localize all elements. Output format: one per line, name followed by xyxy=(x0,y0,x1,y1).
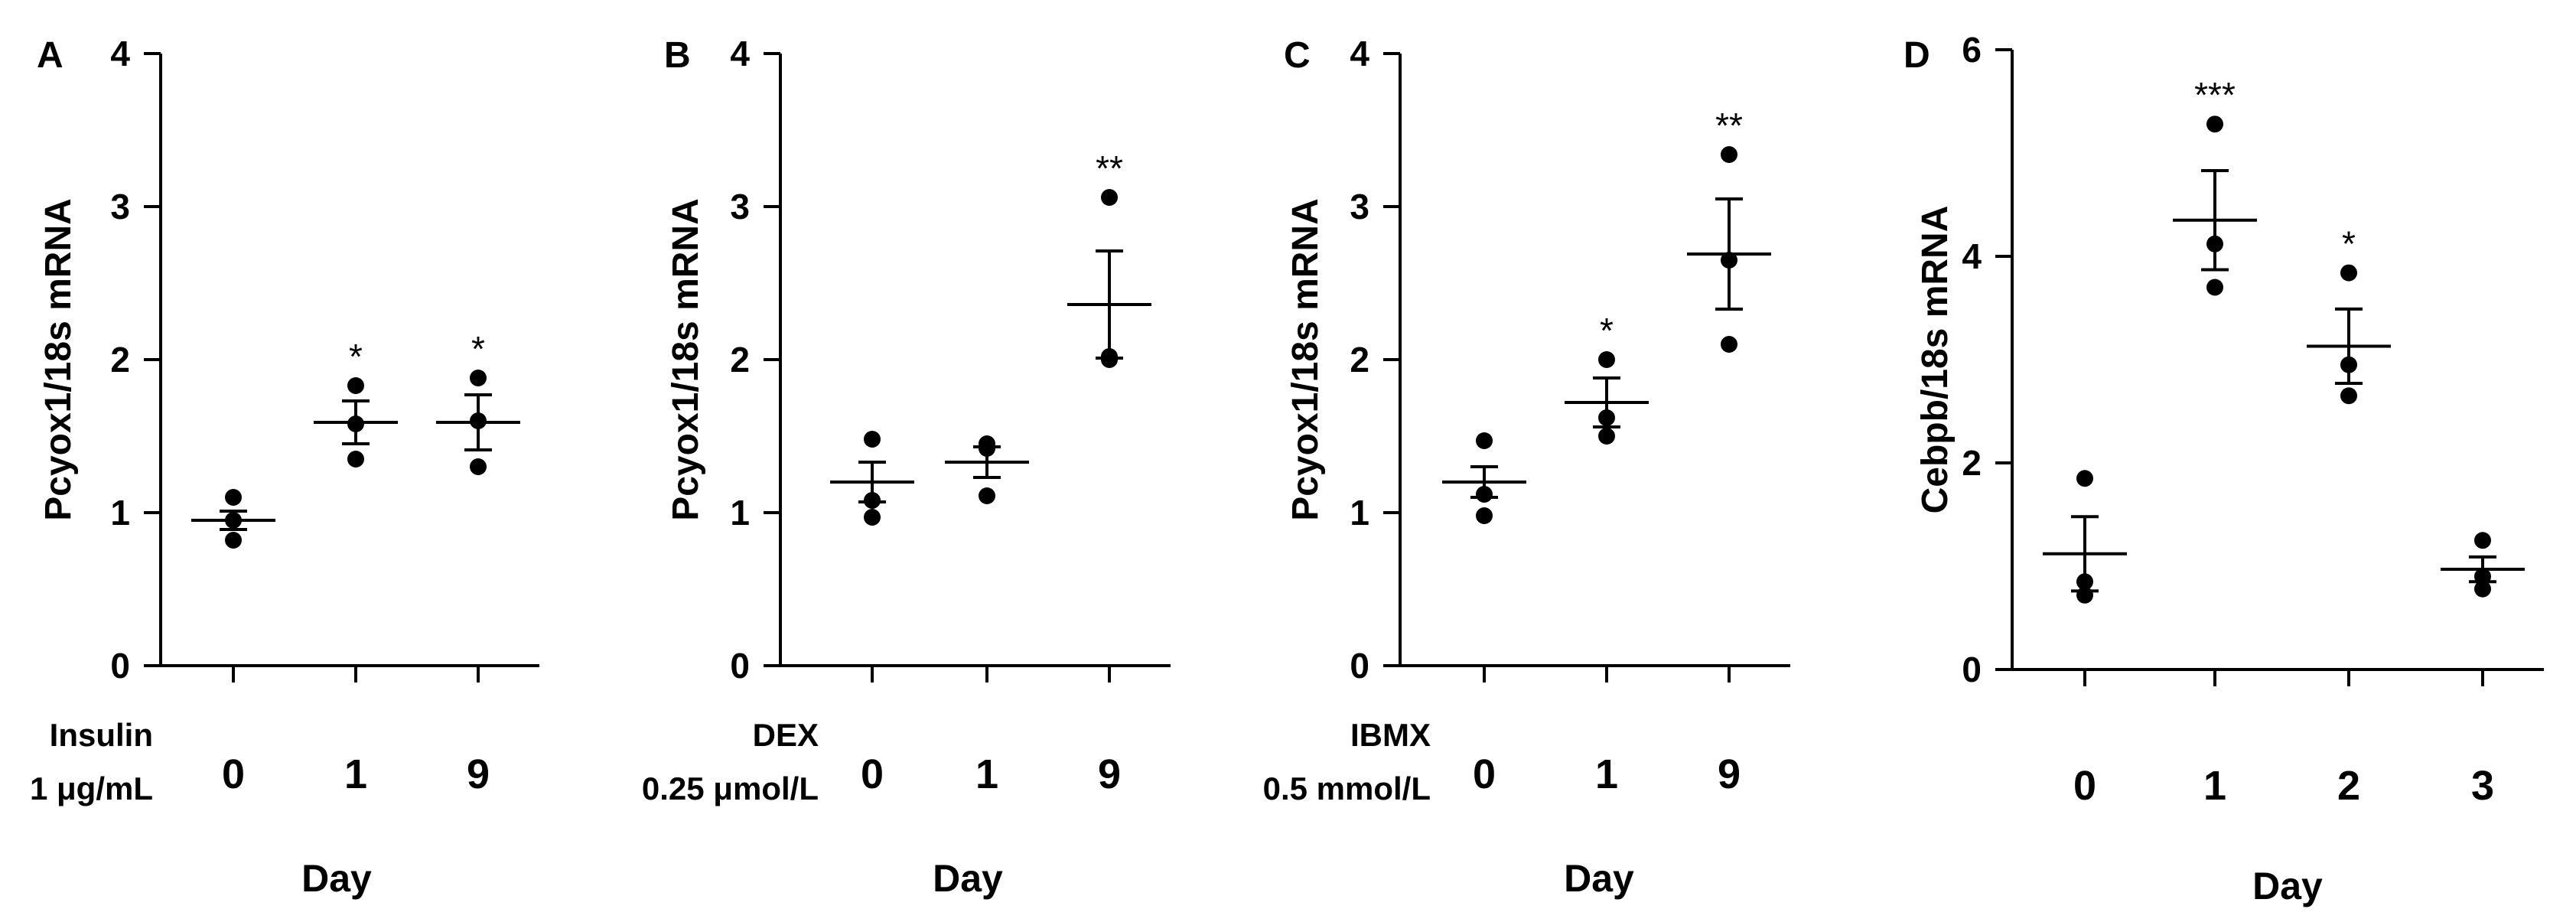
y-tick-label-A-2: 2 xyxy=(110,340,130,380)
data-point-A-1-1 xyxy=(347,377,364,394)
x-axis-label-A: Day xyxy=(301,857,372,900)
data-point-C-0-2 xyxy=(1476,486,1493,503)
y-tick-label-A-1: 1 xyxy=(110,493,130,533)
y-axis-label-C: Pcyox1/18s mRNA xyxy=(1285,198,1326,521)
data-point-D-3-2 xyxy=(2474,568,2491,585)
data-point-A-1-2 xyxy=(347,415,364,432)
x-tick-label-D-3: 3 xyxy=(2471,763,2494,809)
data-point-C-0-3 xyxy=(1476,507,1493,524)
data-point-D-0-2 xyxy=(2076,573,2093,591)
significance-A-9: * xyxy=(471,329,485,369)
treatment-label-A-2: 1 μg/mL xyxy=(30,771,153,806)
y-tick-label-C-1: 1 xyxy=(1350,493,1369,533)
y-tick-label-B-2: 2 xyxy=(730,340,750,380)
data-point-C-1-1 xyxy=(1598,351,1615,368)
x-tick-label-D-2: 2 xyxy=(2337,763,2360,809)
x-tick-label-B-9: 9 xyxy=(1098,751,1121,797)
panel-D: D 0 2 4 6 Cebpb/18s mRNA 0 1 *** 2 * 3 Day xyxy=(1904,30,2544,907)
treatment-label-C-1: IBMX xyxy=(1350,717,1431,753)
y-tick-label-D-2: 2 xyxy=(1962,443,1982,483)
x-tick-label-D-1: 1 xyxy=(2203,763,2226,809)
x-axis-label-D: Day xyxy=(2252,865,2323,907)
panel-letter-D: D xyxy=(1904,35,1930,76)
data-point-A-0-3 xyxy=(225,532,242,549)
y-tick-label-C-2: 2 xyxy=(1350,340,1369,380)
significance-D-1: *** xyxy=(2194,75,2236,115)
data-point-A-0-2 xyxy=(225,512,242,529)
y-axis-label-A: Pcyox1/18s mRNA xyxy=(38,198,79,521)
y-tick-label-C-3: 3 xyxy=(1350,187,1369,226)
panel-letter-B: B xyxy=(664,35,691,76)
y-axis-label-D: Cebpb/18s mRNA xyxy=(1915,206,1956,514)
y-tick-label-B-1: 1 xyxy=(730,493,750,533)
significance-C-1: * xyxy=(1600,311,1614,350)
panel-B: B 0 1 2 3 4 Pcyox1/18s mRNA 0 1 9 ** DEX 0.25 μmol/L… xyxy=(642,34,1171,900)
data-point-D-3-1 xyxy=(2474,532,2491,549)
x-tick-label-A-1: 1 xyxy=(344,751,367,797)
treatment-label-A-1: Insulin xyxy=(50,717,153,753)
data-point-B-1-3 xyxy=(979,487,995,504)
data-point-D-1-3 xyxy=(2206,279,2223,296)
x-axis-label-C: Day xyxy=(1564,857,1634,900)
x-tick-label-C-9: 9 xyxy=(1718,751,1741,797)
data-point-A-1-3 xyxy=(347,451,364,468)
data-point-A-9-1 xyxy=(470,370,487,386)
significance-B-9: ** xyxy=(1096,148,1123,188)
data-point-C-1-3 xyxy=(1598,428,1615,445)
data-point-B-9-3 xyxy=(1101,351,1118,368)
data-point-C-1-2 xyxy=(1598,409,1615,426)
data-point-B-0-3 xyxy=(864,509,881,526)
data-point-C-9-2 xyxy=(1721,252,1737,269)
data-point-D-1-1 xyxy=(2206,116,2223,133)
data-point-D-1-2 xyxy=(2206,235,2223,252)
data-point-A-9-3 xyxy=(470,458,487,475)
data-point-C-0-1 xyxy=(1476,432,1493,449)
data-point-A-9-2 xyxy=(470,412,487,429)
panel-A: A 0 1 2 3 4 Pcyox1/18s mRNA 0 1 * 9 * Insulin 1 μg/mL… xyxy=(30,34,539,900)
y-tick-label-C-0: 0 xyxy=(1350,646,1369,686)
x-tick-label-A-9: 9 xyxy=(467,751,490,797)
significance-C-9: ** xyxy=(1715,106,1743,145)
x-tick-label-A-0: 0 xyxy=(222,751,245,797)
y-tick-label-D-4: 4 xyxy=(1962,236,1982,276)
x-tick-label-B-0: 0 xyxy=(861,751,884,797)
x-tick-label-D-0: 0 xyxy=(2073,763,2096,809)
data-point-A-0-1 xyxy=(225,489,242,506)
data-point-B-0-1 xyxy=(864,431,881,448)
data-point-D-2-1 xyxy=(2340,264,2357,282)
panel-C: C 0 1 2 3 4 Pcyox1/18s mRNA 0 1 * 9 ** IBMX 0.5 mmol/… xyxy=(1263,34,1790,900)
data-point-C-9-1 xyxy=(1721,146,1737,163)
data-point-B-0-2 xyxy=(864,492,881,509)
y-tick-label-C-4: 4 xyxy=(1350,34,1369,73)
data-point-D-2-3 xyxy=(2340,387,2357,405)
data-point-B-1-2 xyxy=(979,435,995,452)
x-axis-label-B: Day xyxy=(933,857,1003,900)
data-point-D-2-2 xyxy=(2340,356,2357,373)
treatment-label-C-2: 0.5 mmol/L xyxy=(1263,771,1431,806)
panel-letter-A: A xyxy=(37,35,64,76)
data-point-D-3-3 xyxy=(2474,580,2491,598)
y-tick-label-D-0: 0 xyxy=(1962,650,1982,689)
significance-A-1: * xyxy=(349,337,363,376)
y-tick-label-B-3: 3 xyxy=(730,187,750,226)
data-point-C-9-3 xyxy=(1721,336,1737,353)
data-point-D-0-3 xyxy=(2076,586,2093,604)
x-tick-label-C-0: 0 xyxy=(1473,751,1496,797)
data-point-B-9-1 xyxy=(1101,189,1118,206)
treatment-label-B-2: 0.25 μmol/L xyxy=(642,771,819,806)
significance-D-2: * xyxy=(2342,224,2356,264)
y-tick-label-A-3: 3 xyxy=(110,187,130,226)
x-tick-label-B-1: 1 xyxy=(975,751,998,797)
y-tick-label-A-4: 4 xyxy=(110,34,130,73)
y-tick-label-B-0: 0 xyxy=(730,646,750,686)
y-axis-label-B: Pcyox1/18s mRNA xyxy=(666,198,706,521)
y-tick-label-D-6: 6 xyxy=(1962,30,1982,70)
treatment-label-B-1: DEX xyxy=(753,717,819,753)
x-tick-label-C-1: 1 xyxy=(1595,751,1618,797)
panel-letter-C: C xyxy=(1284,35,1311,76)
y-tick-label-B-4: 4 xyxy=(730,34,750,73)
y-tick-label-A-0: 0 xyxy=(110,646,130,686)
data-point-D-0-1 xyxy=(2076,470,2093,487)
